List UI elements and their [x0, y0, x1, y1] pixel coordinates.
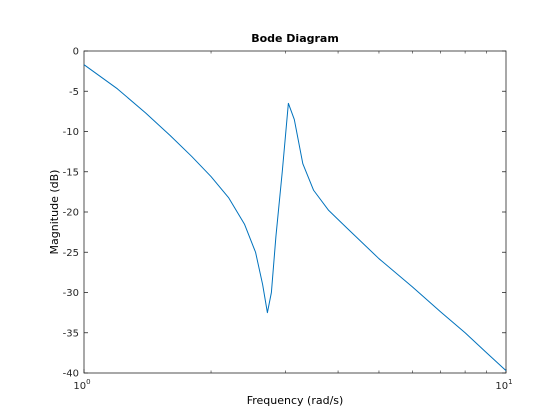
y-tick-label: -35 — [63, 328, 79, 339]
x-tick-exponent: 0 — [86, 378, 90, 386]
y-tick-label: -40 — [63, 369, 79, 380]
x-tick-base: 10 — [73, 381, 86, 392]
magnitude-series-line — [83, 64, 507, 371]
x-tick-exponent: 1 — [508, 378, 512, 386]
y-tick-label: -25 — [63, 248, 79, 259]
x-axis-label: Frequency (rad/s) — [247, 394, 344, 407]
y-tick-label: -30 — [63, 288, 79, 299]
y-tick-label: -15 — [63, 167, 79, 178]
series-group — [83, 64, 507, 371]
y-axis-label: Magnitude (dB) — [48, 170, 61, 255]
y-tick-label: -5 — [69, 87, 79, 98]
y-tick-label: 0 — [73, 47, 79, 58]
x-tick-label: 100 — [73, 378, 90, 392]
chart-title: Bode Diagram — [251, 32, 339, 45]
x-tick-base: 10 — [495, 381, 508, 392]
y-tick-label: -20 — [63, 208, 79, 219]
y-tick-label: -10 — [63, 127, 79, 138]
x-tick-label: 101 — [495, 378, 512, 392]
plot-area — [83, 50, 507, 374]
